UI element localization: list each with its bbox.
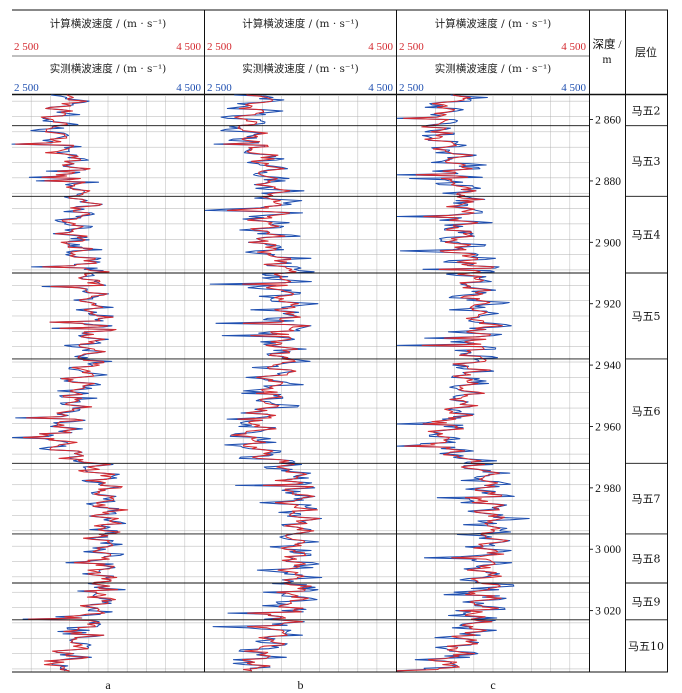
layer-name: 马五3: [632, 155, 661, 168]
calc-max-label: 4 500: [368, 41, 393, 53]
depth-tick-label: 3 020: [595, 606, 621, 618]
depth-tick-label: 3 000: [595, 544, 621, 556]
layer-name: 马五4: [632, 229, 661, 242]
depth-tick-label: 2 880: [595, 176, 621, 188]
velocity-curves: [11, 94, 530, 672]
depth-tick-label: 2 860: [595, 115, 621, 127]
depth-tick-label: 2 980: [595, 483, 621, 495]
layer-header: 层位: [635, 45, 657, 59]
measured-max-label: 4 500: [368, 82, 393, 94]
depth-tick-label: 2 920: [595, 299, 621, 311]
measured-velocity-line: [204, 94, 323, 672]
depth-tick-label: 2 900: [595, 237, 621, 249]
panel-label: c: [490, 678, 495, 692]
depth-header: 深度 /: [592, 37, 622, 51]
calculated-velocity-line: [396, 94, 509, 672]
measured-velocity-header: 实测横波速度 / (m · s⁻¹): [242, 62, 359, 75]
measured-min-label: 2 500: [399, 82, 424, 94]
layer-name: 马五5: [632, 310, 661, 323]
layer-name: 马五2: [632, 104, 661, 117]
track-grids: [12, 95, 589, 672]
layer-name: 马五10: [628, 640, 664, 653]
layer-column: 层位 马五2 马五3 马五4 马五5 马五6 马五7 马五8 马五9 马五10: [625, 45, 668, 653]
calc-min-label: 2 500: [14, 41, 39, 53]
depth-unit: m: [603, 54, 612, 66]
layer-name: 马五7: [632, 493, 661, 506]
depth-tick-label: 2 960: [595, 421, 621, 433]
measured-velocity-header: 实测横波速度 / (m · s⁻¹): [435, 62, 552, 75]
measured-velocity-header: 实测横波速度 / (m · s⁻¹): [50, 62, 167, 75]
calc-max-label: 4 500: [561, 41, 586, 53]
calc-min-label: 2 500: [207, 41, 232, 53]
depth-tick-label: 2 940: [595, 360, 621, 372]
track-headers: 计算横波速度 / (m · s⁻¹) 2 500 4 500 实测横波速度 / (m …: [14, 17, 587, 692]
layer-name: 马五6: [632, 405, 661, 418]
calc-max-label: 4 500: [176, 41, 201, 53]
calculated-velocity-line: [15, 94, 129, 672]
panel-label: a: [105, 678, 111, 692]
calc-velocity-header: 计算横波速度 / (m · s⁻¹): [242, 17, 359, 30]
measured-min-label: 2 500: [207, 82, 232, 94]
layer-name: 马五8: [632, 552, 661, 565]
calculated-velocity-line: [223, 94, 321, 672]
measured-min-label: 2 500: [14, 82, 39, 94]
layer-name: 马五9: [632, 595, 661, 608]
header-row: [12, 9, 668, 96]
measured-max-label: 4 500: [561, 82, 586, 94]
calc-min-label: 2 500: [399, 41, 424, 53]
depth-column: 深度 / m 2 860 2 880 2 900 2 920 2 940 2 960 2 9…: [589, 37, 622, 618]
track-frames: [12, 10, 668, 673]
panel-label: b: [298, 678, 304, 692]
calc-velocity-header: 计算横波速度 / (m · s⁻¹): [50, 17, 167, 30]
calc-velocity-header: 计算横波速度 / (m · s⁻¹): [435, 17, 552, 30]
measured-max-label: 4 500: [176, 82, 201, 94]
